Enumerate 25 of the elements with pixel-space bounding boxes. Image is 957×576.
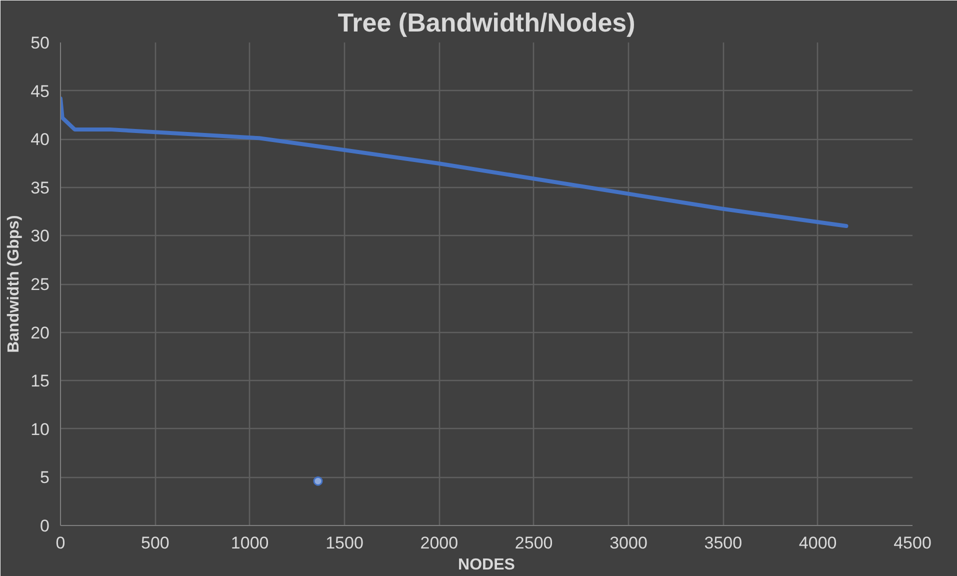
x-tick-label: 3000 — [610, 534, 648, 552]
y-tick-label: 25 — [30, 275, 50, 294]
x-tick-label: 4000 — [798, 534, 837, 552]
x-tick-label: 1500 — [326, 534, 364, 552]
x-tick-label: 1000 — [230, 534, 269, 552]
y-tick-label: 20 — [30, 323, 50, 342]
y-tick-label: 30 — [30, 226, 50, 246]
y-tick-label: 5 — [40, 468, 50, 488]
x-tick-label: 4500 — [894, 534, 932, 552]
x-tick-label: 3500 — [704, 534, 742, 552]
y-tick-label: 50 — [30, 34, 50, 52]
y-axis-title: Bandwidth (Gbps) — [6, 215, 23, 353]
y-tick-label: 0 — [40, 516, 50, 536]
y-tick-label: 45 — [30, 82, 50, 101]
y-tick-label: 35 — [30, 178, 50, 198]
y-tick-label: 10 — [30, 420, 50, 439]
x-tick-label: 2000 — [420, 534, 458, 552]
line-series — [60, 96, 848, 228]
y-tick-label: 15 — [30, 372, 50, 391]
x-tick-label: 0 — [56, 534, 66, 552]
y-tick-label: 40 — [30, 130, 50, 150]
x-axis-title: NODES — [458, 556, 516, 574]
x-tick-label: 500 — [140, 534, 170, 552]
x-tick-label: 2500 — [514, 534, 553, 552]
chart-title: Tree (Bandwidth/Nodes) — [338, 8, 636, 38]
